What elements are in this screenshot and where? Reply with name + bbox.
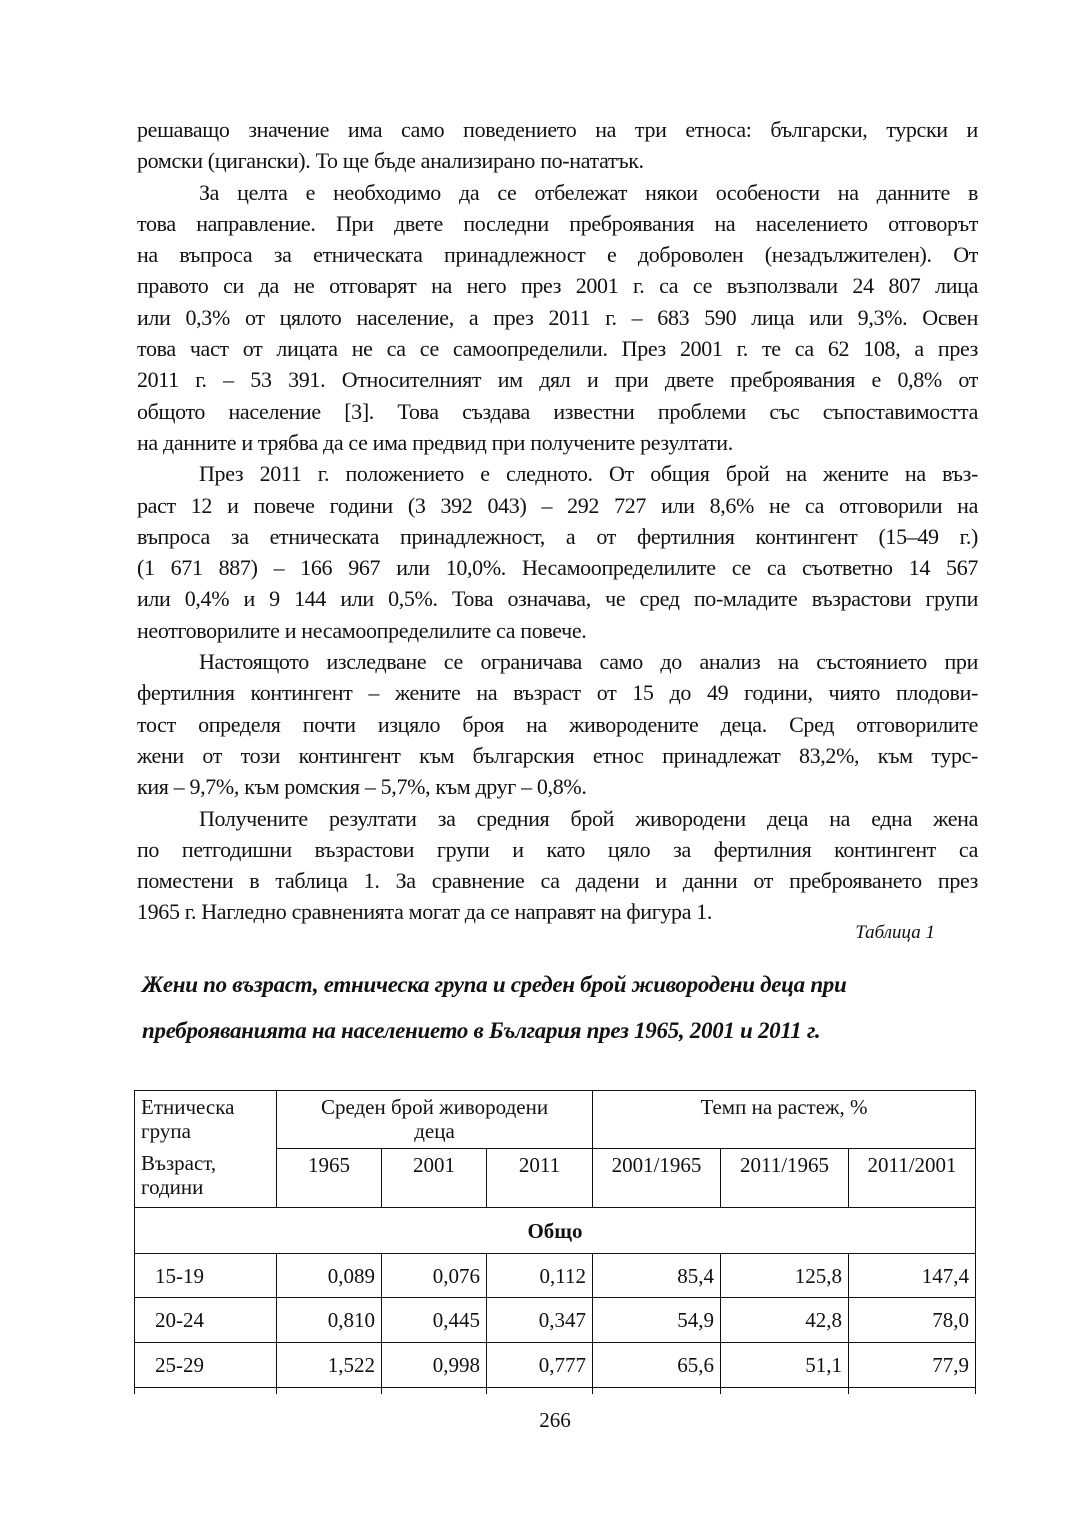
value-cell: 0,076: [381, 1253, 487, 1298]
text-line: или 0,3% от цялото население, а през 201…: [137, 304, 978, 330]
text-line: това направление. При двете последни пре…: [137, 210, 978, 236]
text-line: 1965 г. Нагледно сравненията могат да се…: [137, 899, 713, 925]
text-line: фертилния контингент – жените на възраст…: [137, 680, 978, 706]
text-line: това част от лицата не са се самоопредел…: [137, 336, 978, 362]
text-line: През 2011 г. положението е следното. От …: [199, 461, 978, 487]
paragraph: За целта е необходимо да се отбележат ня…: [137, 177, 978, 459]
text-line: ромски (цигански). То ще бъде анализиран…: [137, 148, 644, 174]
header-year: 2001: [381, 1148, 487, 1208]
value-cell: 85,4: [592, 1253, 721, 1298]
text-line: общото население [3]. Това създава извес…: [137, 398, 978, 424]
value-cell: 0,347: [486, 1297, 593, 1343]
text-line: Получените резултати за средния брой жив…: [199, 805, 978, 831]
paragraph: решаващо значение има само поведението н…: [137, 114, 978, 177]
body-text: решаващо значение има само поведението н…: [137, 114, 978, 928]
paragraph: През 2011 г. положението е следното. От …: [137, 458, 978, 646]
header-ratio: 2011/2001: [848, 1148, 976, 1208]
table-row: 15-19 0,089 0,076 0,112 85,4 125,8 147,4: [134, 1253, 976, 1298]
data-table: Етническа група Възраст, години Среден б…: [134, 1090, 976, 1394]
page-number: 266: [539, 1408, 571, 1432]
text-line: на въпроса за етническата принадлежност …: [137, 242, 978, 268]
header-growth-rate: Темп на растеж, %: [592, 1090, 976, 1149]
value-cell: 51,1: [720, 1342, 849, 1388]
paragraph: Настоящото изследване се ограничава само…: [137, 646, 978, 802]
header-ratio: 2011/1965: [720, 1148, 849, 1208]
table-label: Таблица 1: [855, 922, 935, 943]
text-line: или 0,4% и 9 144 или 0,5%. Това означава…: [137, 586, 978, 612]
text-line: раст 12 и повече години (3 392 043) – 29…: [137, 492, 978, 518]
text-line: Настоящото изследване се ограничава само…: [199, 649, 978, 675]
value-cell: 65,6: [592, 1342, 721, 1388]
header-year: 2011: [486, 1148, 593, 1208]
text-line: на данните и трябва да се има предвид пр…: [137, 429, 733, 455]
header-group-label: Етническа група: [141, 1095, 235, 1143]
value-cell: 77,9: [848, 1342, 976, 1388]
table-caption-line-2: преброяванията на населението в България…: [142, 1018, 821, 1043]
text-line: жени от този контингент към българския е…: [137, 742, 978, 768]
age-cell: 20-24: [134, 1297, 277, 1343]
header-avg-children: Среден брой живородени деца: [276, 1090, 593, 1149]
value-cell: 78,0: [848, 1297, 976, 1343]
table-row: 20-24 0,810 0,445 0,347 54,9 42,8 78,0: [134, 1297, 976, 1343]
table-caption-line-1: Жени по възраст, етническа група и среде…: [142, 972, 847, 997]
header-group-age: Етническа група Възраст, години: [134, 1090, 277, 1208]
header-year: 1965: [276, 1148, 382, 1208]
header-ratio: 2001/1965: [592, 1148, 721, 1208]
value-cell: 0,810: [276, 1297, 382, 1343]
value-cell: 0,089: [276, 1253, 382, 1298]
value-cell: 0,777: [486, 1342, 593, 1388]
text-line: 2011 г. – 53 391. Относителният им дял и…: [137, 367, 978, 393]
value-cell: 0,998: [381, 1342, 487, 1388]
value-cell: 54,9: [592, 1297, 721, 1343]
value-cell: 0,445: [381, 1297, 487, 1343]
value-cell: 42,8: [720, 1297, 849, 1343]
text-line: За целта е необходимо да се отбележат ня…: [199, 179, 978, 205]
table-row: 25-29 1,522 0,998 0,777 65,6 51,1 77,9: [134, 1342, 976, 1388]
age-cell: 15-19: [134, 1253, 277, 1298]
text-line: правото си да не отговарят на него през …: [137, 273, 978, 299]
age-cell: 25-29: [134, 1342, 277, 1388]
text-line: поместени в таблица 1. За сравнение са д…: [137, 868, 978, 894]
value-cell: 1,522: [276, 1342, 382, 1388]
header-age-label: Възраст, години: [141, 1151, 217, 1199]
text-line: (1 671 887) – 166 967 или 10,0%. Несамоо…: [137, 555, 978, 581]
text-line: въпроса за етническата принадлежност, а …: [137, 523, 978, 549]
text-line: по петгодишни възрастови групи и като ця…: [137, 836, 978, 862]
value-cell: 147,4: [848, 1253, 976, 1298]
text-line: неотговорилите и несамоопределилите са п…: [137, 617, 587, 643]
text-line: кия – 9,7%, към ромския – 5,7%, към друг…: [137, 774, 587, 800]
value-cell: 125,8: [720, 1253, 849, 1298]
text-line: тост определя почти изцяло броя на живор…: [137, 711, 978, 737]
value-cell: 0,112: [486, 1253, 593, 1298]
text-line: решаващо значение има само поведението н…: [137, 117, 978, 142]
paragraph: Получените резултати за средния брой жив…: [137, 803, 978, 928]
section-row: Общо: [134, 1207, 976, 1254]
